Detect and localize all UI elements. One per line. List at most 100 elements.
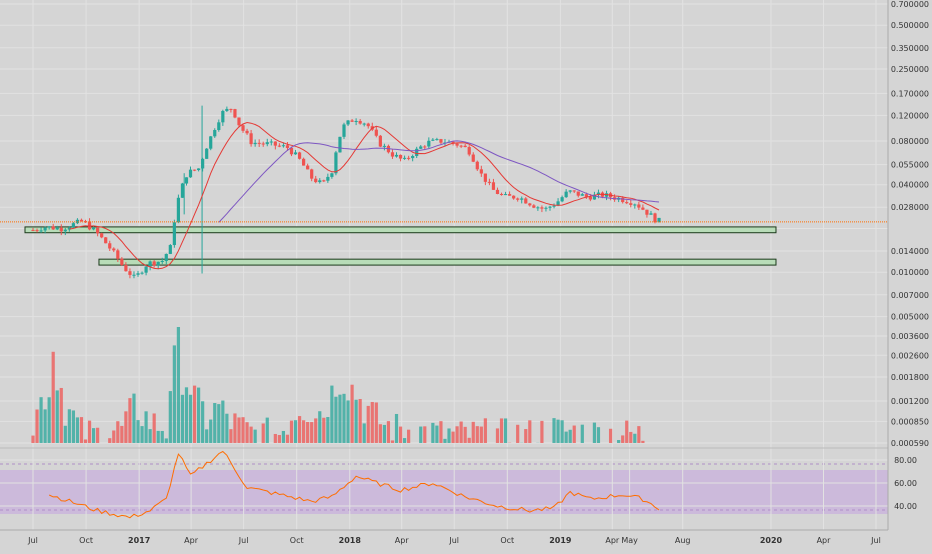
volume-bar [399, 427, 402, 443]
volume-bar [205, 429, 208, 443]
volume-bar [173, 345, 176, 443]
time-tick-label: Apr [395, 536, 410, 545]
volume-bar [56, 390, 59, 443]
candle-body [464, 146, 467, 147]
candle-body [262, 143, 265, 144]
price-tick-label: 0.003600 [891, 332, 929, 341]
candle-body [92, 228, 95, 230]
candle-body [266, 142, 269, 144]
volume-bar [395, 414, 398, 443]
price-tick-label: 0.028000 [891, 203, 929, 212]
price-tick-label: 0.014000 [891, 247, 929, 256]
candle-layer [31, 106, 660, 279]
price-tick-label: 0.000590 [891, 439, 929, 448]
volume-bar [617, 440, 620, 443]
candle-body [363, 124, 366, 125]
price-tick-label: 0.007000 [891, 291, 929, 300]
volume-bar [136, 420, 139, 443]
volume-bar [496, 428, 499, 443]
volume-bar [464, 427, 467, 443]
candle-body [48, 226, 51, 227]
volume-bar [294, 420, 297, 443]
volume-bar [39, 397, 42, 443]
candle-body [229, 109, 232, 110]
candle-body [540, 207, 543, 208]
candle-body [213, 130, 216, 136]
candle-body [355, 121, 358, 122]
volume-bar [116, 421, 119, 443]
volume-bar [140, 426, 143, 443]
volume-bar [80, 417, 83, 443]
volume-bar [237, 417, 240, 443]
volume-bar [500, 418, 503, 443]
volume-bar [383, 425, 386, 443]
support-zone [25, 227, 776, 233]
volume-bar [569, 430, 572, 443]
time-tick-label: Jul [448, 536, 459, 545]
volume-bar [439, 421, 442, 443]
volume-bar [241, 417, 244, 443]
volume-bar [262, 423, 265, 443]
volume-bar [286, 435, 289, 443]
candle-body [140, 273, 143, 274]
volume-bar [516, 425, 519, 443]
candle-body [496, 190, 499, 194]
candle-body [221, 111, 224, 122]
candle-body [290, 148, 293, 154]
candle-body [254, 143, 257, 144]
volume-bar [120, 426, 123, 443]
volume-bar [609, 429, 612, 443]
volume-layer [31, 327, 644, 443]
volume-bar [460, 422, 463, 443]
volume-bar [375, 402, 378, 443]
volume-bar [371, 402, 374, 443]
volume-bar [169, 391, 172, 443]
time-tick-label: May [621, 536, 638, 545]
price-tick-label: 0.350000 [891, 44, 929, 53]
candle-body [52, 226, 55, 229]
candle-body [334, 152, 337, 173]
candle-body [641, 208, 644, 210]
candle-body [633, 204, 636, 205]
volume-bar [64, 426, 67, 443]
volume-bar [245, 422, 248, 443]
candle-body [431, 140, 434, 141]
volume-bar [455, 426, 458, 443]
volume-bar [112, 430, 115, 443]
candle-body [569, 190, 572, 191]
candle-body [302, 159, 305, 166]
volume-bar [72, 410, 75, 443]
volume-bar [108, 438, 111, 443]
time-tick-label: Jul [870, 536, 881, 545]
volume-bar [484, 418, 487, 443]
volume-bar [161, 431, 164, 443]
candle-body [653, 213, 656, 222]
volume-bar [350, 385, 353, 443]
candle-body [391, 152, 394, 156]
candle-body [104, 237, 107, 243]
rsi-tick-label: 40.00 [894, 502, 917, 511]
candle-body [177, 198, 180, 222]
candle-body [532, 205, 535, 207]
volume-bar [447, 428, 450, 443]
candle-body [35, 230, 38, 231]
volume-bar [76, 417, 79, 443]
volume-bar [278, 435, 281, 443]
volume-bar [96, 428, 99, 443]
candle-body [64, 230, 67, 232]
candle-body [245, 131, 248, 133]
candle-body [399, 155, 402, 159]
candle-body [306, 166, 309, 170]
candle-body [173, 222, 176, 245]
volume-bar [625, 421, 628, 443]
volume-bar [334, 397, 337, 443]
volume-bar [310, 422, 313, 443]
price-tick-label: 0.001200 [891, 397, 929, 406]
candle-body [201, 159, 204, 169]
candle-body [282, 145, 285, 146]
candle-body [132, 275, 135, 276]
volume-bar [282, 431, 285, 443]
volume-bar [209, 420, 212, 443]
